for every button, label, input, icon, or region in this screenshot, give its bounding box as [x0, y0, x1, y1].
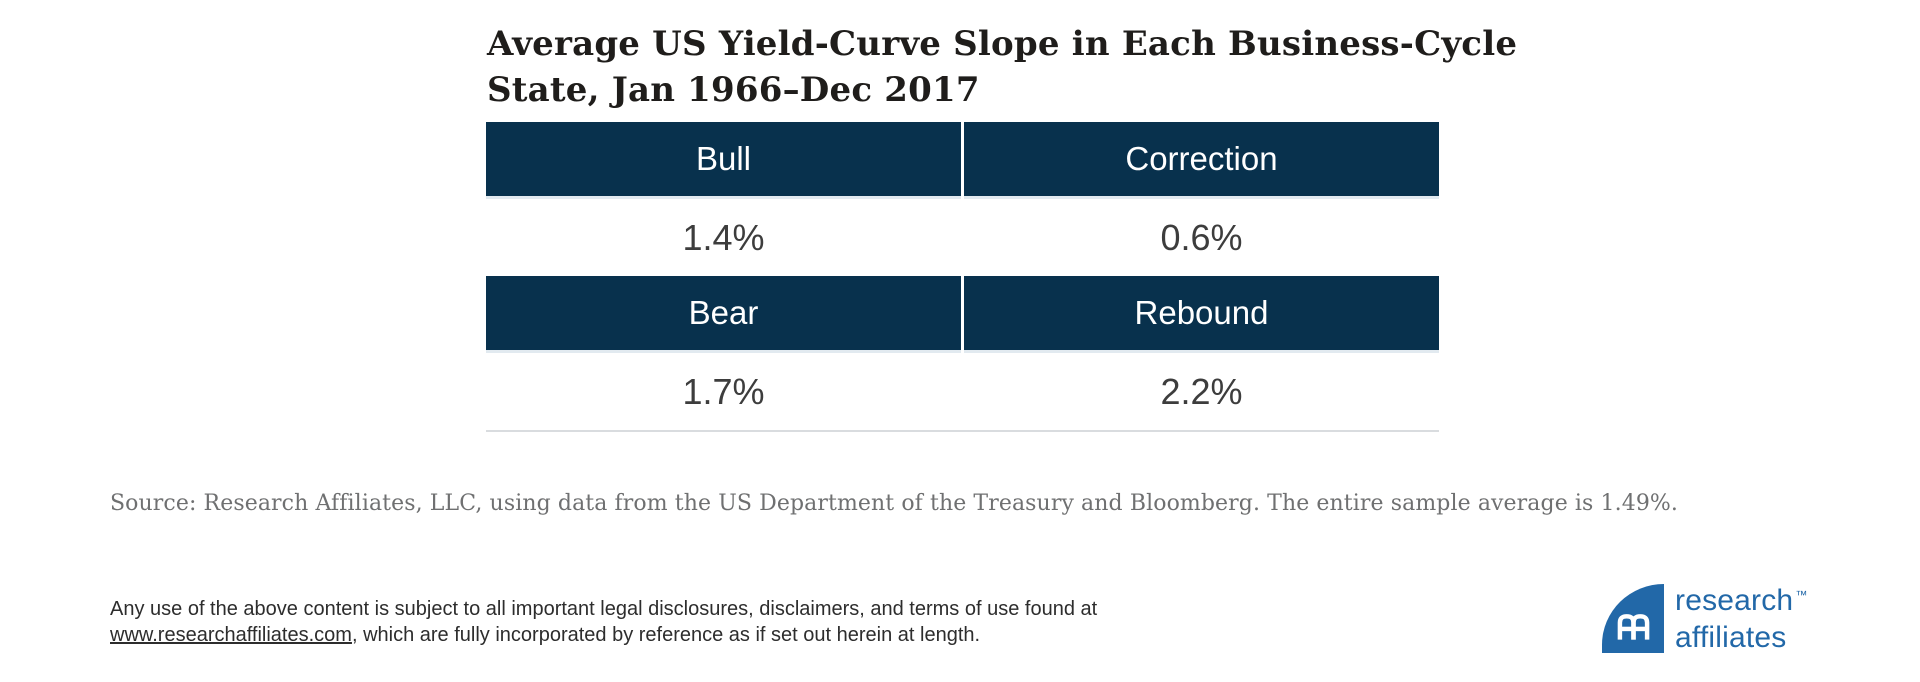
research-affiliates-link[interactable]: www.researchaffiliates.com	[110, 624, 352, 646]
disclaimer-text-before-link: Any use of the above content is subject …	[110, 598, 1098, 620]
header-cell-rebound: Rebound	[964, 276, 1439, 353]
business-cycle-table: Bull Correction 1.4% 0.6% Bear Rebound 1…	[486, 122, 1439, 432]
disclaimer-text-after-link: , which are fully incorporated by refere…	[351, 624, 981, 646]
value-cell-correction: 0.6%	[964, 199, 1439, 276]
value-cell-bear: 1.7%	[486, 353, 961, 430]
header-cell-correction: Correction	[964, 122, 1439, 199]
table-value-row-bottom: 1.7% 2.2%	[486, 353, 1439, 430]
ra-logo-mark	[1602, 584, 1664, 653]
table-header-row-top: Bull Correction	[486, 122, 1439, 199]
header-cell-bull: Bull	[486, 122, 961, 199]
table-bottom-rule	[486, 430, 1439, 432]
legal-disclaimer: Any use of the above content is subject …	[110, 596, 1210, 648]
table-value-row-top: 1.4% 0.6%	[486, 199, 1439, 276]
ra-logo-wordmark: research ™ affiliates	[1675, 585, 1808, 653]
page-title-line-2: State, Jan 1966–Dec 2017	[487, 70, 980, 110]
trademark-symbol: ™	[1795, 587, 1808, 602]
value-cell-bull: 1.4%	[486, 199, 961, 276]
source-note: Source: Research Affiliates, LLC, using …	[110, 491, 1679, 516]
ra-wordmark-line-1: research ™	[1675, 585, 1808, 622]
ra-wordmark-line-2: affiliates	[1675, 620, 1787, 654]
table-header-row-bottom: Bear Rebound	[486, 276, 1439, 353]
page-title-line-1: Average US Yield-Curve Slope in Each Bus…	[487, 24, 1518, 64]
page-title: Average US Yield-Curve Slope in Each Bus…	[487, 21, 1517, 113]
header-cell-bear: Bear	[486, 276, 961, 353]
value-cell-rebound: 2.2%	[964, 353, 1439, 430]
research-affiliates-logo: research ™ affiliates	[1602, 584, 1808, 653]
ra-wordmark-research: research	[1675, 583, 1794, 617]
